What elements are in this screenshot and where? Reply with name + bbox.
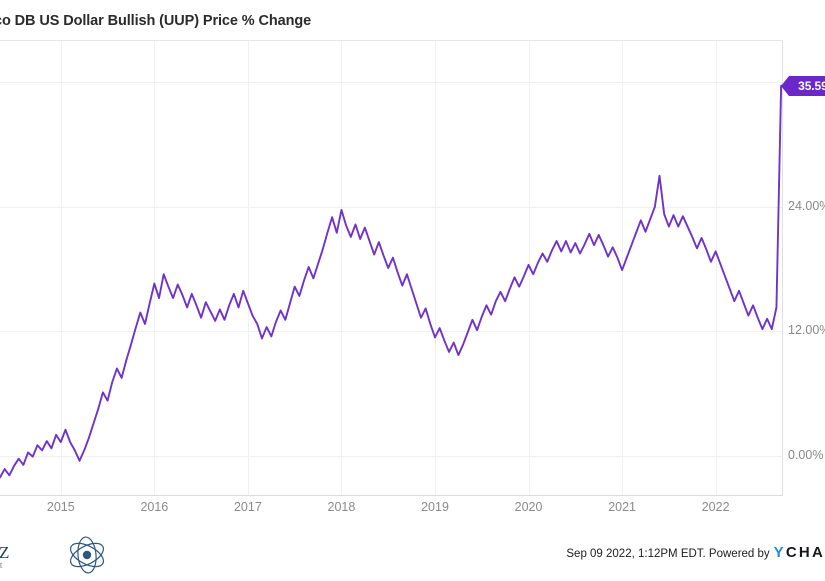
brand-subtitle: nagement: [0, 560, 3, 570]
x-axis-tick-label: 2020: [514, 500, 543, 514]
ycharts-logo: YCHA: [774, 544, 825, 561]
ycharts-wordmark: CHA: [785, 544, 825, 561]
x-axis-tick-label: 2019: [421, 500, 449, 514]
ycharts-y-mark: Y: [773, 544, 786, 561]
chart-series-line: [0, 40, 783, 496]
y-axis-tick-label: 0.00%: [788, 447, 824, 462]
x-axis-tick-label: 2021: [608, 500, 636, 514]
y-axis-tick-label: 12.00%: [788, 323, 825, 338]
brand-name: OLTZ: [0, 543, 10, 562]
x-axis-tick-label: 2018: [327, 500, 356, 514]
brand-logo: OLTZ nagement: [0, 534, 116, 576]
x-axis-tick-label: 2016: [140, 500, 169, 514]
y-axis-labels: 36.00%24.00%12.00%0.00%: [788, 40, 825, 496]
x-axis-tick-label: 2022: [701, 500, 730, 514]
page-title: co DB US Dollar Bullish (UUP) Price % Ch…: [0, 13, 312, 29]
attribution-text: Sep 09 2022, 1:12PM EDT. Powered by: [566, 548, 770, 560]
attribution: Sep 09 2022, 1:12PM EDT. Powered by YCHA: [566, 544, 825, 561]
x-axis-tick-label: 2017: [233, 500, 262, 514]
x-axis-labels: 2015 2016 2017 2018 2019 2020 2021 2022: [0, 500, 783, 522]
chart-footer: OLTZ nagement Sep 09 2022, 1:12PM EDT. P…: [0, 530, 825, 575]
y-axis-tick-label: 24.00%: [788, 198, 825, 213]
brand-orbit-icon: [62, 534, 112, 581]
x-axis-tick-label: 2015: [46, 500, 75, 514]
last-value-badge: 35.59%: [781, 75, 825, 96]
